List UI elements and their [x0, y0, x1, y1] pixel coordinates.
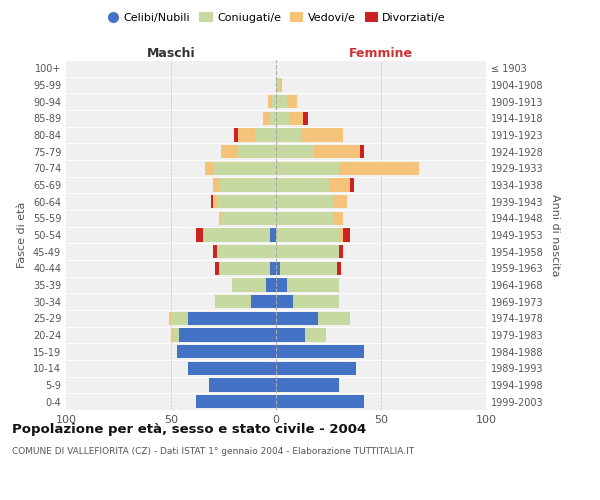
- Bar: [221, 145, 238, 158]
- Bar: [276, 362, 356, 375]
- Bar: [360, 145, 364, 158]
- Bar: [339, 228, 343, 241]
- Bar: [287, 278, 339, 291]
- Bar: [213, 245, 217, 258]
- Bar: [339, 245, 343, 258]
- Bar: [305, 328, 326, 342]
- Bar: [217, 245, 276, 258]
- Bar: [209, 378, 276, 392]
- Bar: [213, 162, 276, 175]
- Bar: [276, 278, 287, 291]
- Bar: [276, 345, 364, 358]
- Bar: [171, 312, 188, 325]
- Bar: [276, 212, 332, 225]
- Bar: [329, 178, 349, 192]
- Bar: [215, 295, 251, 308]
- Bar: [339, 162, 419, 175]
- Bar: [255, 128, 276, 141]
- Text: COMUNE DI VALLEFIORITA (CZ) - Dati ISTAT 1° gennaio 2004 - Elaborazione TUTTITAL: COMUNE DI VALLEFIORITA (CZ) - Dati ISTAT…: [12, 448, 414, 456]
- Bar: [276, 162, 339, 175]
- Bar: [293, 295, 339, 308]
- Bar: [232, 278, 265, 291]
- Bar: [220, 262, 270, 275]
- Bar: [234, 128, 238, 141]
- Bar: [276, 312, 318, 325]
- Bar: [268, 95, 272, 108]
- Text: Popolazione per età, sesso e stato civile - 2004: Popolazione per età, sesso e stato civil…: [12, 422, 366, 436]
- Bar: [343, 228, 349, 241]
- Bar: [221, 212, 276, 225]
- Bar: [276, 295, 293, 308]
- Bar: [276, 328, 305, 342]
- Bar: [178, 345, 276, 358]
- Bar: [272, 95, 276, 108]
- Legend: Celibi/Nubili, Coniugati/e, Vedovi/e, Divorziati/e: Celibi/Nubili, Coniugati/e, Vedovi/e, Di…: [101, 8, 451, 28]
- Bar: [217, 195, 276, 208]
- Bar: [276, 178, 329, 192]
- Bar: [270, 262, 276, 275]
- Bar: [276, 395, 364, 408]
- Bar: [276, 228, 339, 241]
- Bar: [289, 112, 304, 125]
- Bar: [270, 228, 276, 241]
- Bar: [301, 128, 343, 141]
- Bar: [196, 395, 276, 408]
- Text: Femmine: Femmine: [349, 47, 413, 60]
- Bar: [276, 78, 280, 92]
- Bar: [276, 112, 289, 125]
- Bar: [169, 312, 171, 325]
- Bar: [220, 212, 221, 225]
- Y-axis label: Fasce di età: Fasce di età: [17, 202, 27, 268]
- Bar: [304, 112, 308, 125]
- Bar: [251, 295, 276, 308]
- Bar: [238, 145, 276, 158]
- Bar: [276, 245, 339, 258]
- Bar: [270, 112, 276, 125]
- Bar: [318, 312, 349, 325]
- Bar: [332, 195, 347, 208]
- Bar: [332, 212, 343, 225]
- Bar: [213, 195, 217, 208]
- Bar: [188, 362, 276, 375]
- Bar: [211, 195, 213, 208]
- Bar: [173, 328, 179, 342]
- Bar: [265, 278, 276, 291]
- Bar: [215, 262, 220, 275]
- Bar: [276, 145, 314, 158]
- Bar: [276, 378, 339, 392]
- Bar: [349, 178, 354, 192]
- Bar: [276, 262, 280, 275]
- Text: Maschi: Maschi: [146, 47, 196, 60]
- Bar: [276, 95, 287, 108]
- Bar: [276, 195, 332, 208]
- Bar: [276, 128, 301, 141]
- Bar: [171, 328, 173, 342]
- Bar: [337, 262, 341, 275]
- Bar: [280, 78, 283, 92]
- Bar: [287, 95, 297, 108]
- Bar: [196, 228, 203, 241]
- Bar: [280, 262, 337, 275]
- Bar: [220, 178, 276, 192]
- Bar: [188, 312, 276, 325]
- Bar: [179, 328, 276, 342]
- Bar: [238, 128, 255, 141]
- Bar: [205, 162, 213, 175]
- Bar: [314, 145, 360, 158]
- Bar: [213, 178, 220, 192]
- Bar: [203, 228, 270, 241]
- Y-axis label: Anni di nascita: Anni di nascita: [550, 194, 560, 276]
- Bar: [263, 112, 270, 125]
